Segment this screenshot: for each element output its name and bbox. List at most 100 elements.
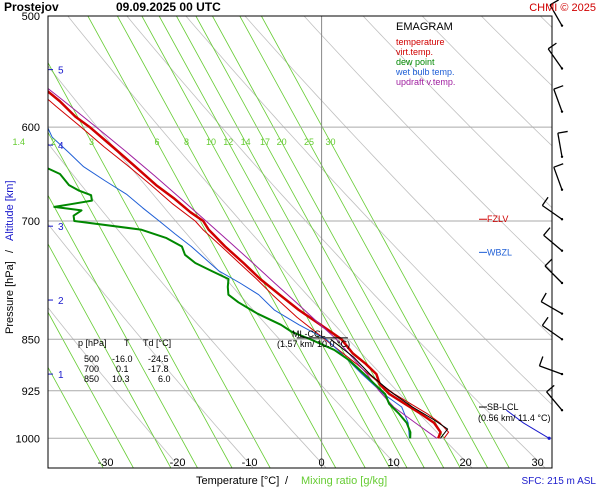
mixing-ratio-line (117, 16, 366, 468)
legend-updraft: updraft v.temp. (396, 77, 455, 87)
dry-adiabat-line (48, 223, 254, 468)
table-cell: -24.5 (148, 354, 169, 364)
table-header-p: p [hPa] (78, 338, 107, 348)
mixing-ratio-label: 17 (260, 137, 270, 147)
wind-barb-staff (553, 166, 563, 190)
profile-series (48, 87, 450, 439)
mixing-ratio-line (48, 243, 172, 468)
dry-adiabat-line (48, 307, 181, 468)
wind-barb-flag (538, 356, 544, 367)
series-virt-line (48, 98, 450, 439)
fzlv-label: FZLV (487, 214, 508, 224)
temperature-tick-label: 0 (319, 457, 325, 469)
plot-frame (47, 15, 553, 469)
wind-barb-flag (541, 316, 549, 326)
wind-barb-staff (544, 265, 563, 284)
table-cell: -17.8 (148, 364, 169, 374)
ml-ccl-label: ML-CCL (292, 329, 326, 339)
mixing-ratio-line (48, 131, 233, 468)
altitude-tick-label: 2 (58, 296, 64, 307)
axis-tick-labels: 0.40.611.4236810121417202530500600700850… (13, 11, 544, 469)
wind-barb-base (560, 24, 564, 27)
wind-barb-flag (540, 292, 547, 302)
mixing-ratio-line (158, 16, 408, 468)
wind-barb-flag (541, 196, 549, 206)
dry-adiabat-line (48, 142, 327, 468)
table-cell: 500 (84, 354, 99, 364)
table-cell: 6.0 (158, 374, 171, 384)
mixing-ratio-line (87, 16, 337, 468)
dry-adiabat-line (126, 16, 546, 468)
wind-barb-base (560, 338, 564, 341)
mixing-ratio-line (48, 366, 104, 468)
temperature-tick-label: -10 (242, 457, 258, 469)
series-temperature-line (48, 89, 442, 439)
table-cell: 10.3 (112, 374, 130, 384)
mixing-ratio-line (261, 16, 510, 468)
mixing-ratio-line (212, 16, 461, 468)
mixing-ratio-label: 20 (277, 137, 287, 147)
altitude-tick-label: 1 (58, 370, 64, 381)
station-name: Prostejov (4, 0, 59, 14)
legend-temperature: temperature (396, 37, 445, 47)
altitude-tick-label: 5 (58, 66, 64, 77)
wind-barb-base (560, 281, 564, 285)
mixing-ratio-line (141, 16, 391, 468)
pressure-tick-label: 500 (22, 11, 40, 23)
table-cell: 0.1 (116, 364, 129, 374)
dry-adiabat-line (362, 16, 552, 209)
wind-barb-flag (546, 384, 555, 393)
wind-barb-staff (547, 48, 563, 69)
wind-barb-base (560, 409, 564, 412)
wind-barb-flag (553, 163, 564, 168)
dry-adiabat-line (303, 16, 552, 272)
wind-barb-flag (544, 258, 553, 267)
mixing-ratio-label: 10 (206, 137, 216, 147)
mixing-ratio-label: 12 (223, 137, 233, 147)
series-dewpoint-line (48, 167, 412, 439)
sfc-label: SFC: 215 m ASL (522, 476, 597, 487)
mixing-ratio-line (195, 16, 445, 468)
wind-barb-staff (557, 133, 563, 157)
grid-lines (48, 16, 552, 468)
mixing-ratio-label: 30 (326, 137, 336, 147)
pressure-tick-label: 600 (22, 122, 40, 134)
mixing-ratio-label: 1.4 (13, 137, 26, 147)
wbzl-label: WBZL (487, 247, 512, 257)
mixing-ratio-label: 25 (304, 137, 314, 147)
temperature-tick-label: -20 (170, 457, 186, 469)
temperature-tick-label: 30 (531, 457, 543, 469)
wind-barb-staff (549, 4, 563, 26)
dry-adiabat-line (421, 16, 552, 147)
wind-barb-base (560, 110, 564, 113)
wind-barb-flag (543, 227, 551, 236)
wind-barb-base (560, 155, 564, 158)
x-axis-separator: / (285, 475, 289, 487)
dry-adiabat-line (244, 16, 552, 338)
mixing-ratio-label: 6 (155, 137, 160, 147)
sb-lcl-value: (0.56 km/ 11.4 °C) (478, 413, 550, 423)
dry-adiabat-line (185, 16, 552, 406)
mixing-ratio-line (48, 311, 134, 468)
dry-adiabat-line (48, 65, 400, 468)
legend: EMAGRAM temperature virt.temp. dew point… (395, 21, 455, 87)
mixing-ratio-label: 3 (89, 137, 94, 147)
ml-ccl-value: (1.57 km/ 10.0 °C) (277, 339, 350, 349)
legend-dew-point: dew point (396, 57, 435, 67)
x-axis-title: Temperature [°C] (196, 475, 279, 487)
annotations: ML-CCL(1.57 km/ 10.0 °C) SB-LCL(0.56 km/ … (277, 214, 551, 440)
legend-virt-temp: virt.temp. (396, 47, 433, 57)
wind-barb-base (560, 249, 564, 252)
wind-barb-staff (543, 234, 563, 252)
mixing-ratio-label: 14 (241, 137, 251, 147)
pressure-tick-label: 925 (22, 386, 40, 398)
mixing-ratio-line (48, 194, 198, 468)
dry-adiabats (48, 16, 552, 468)
table-header-t: T (124, 338, 130, 348)
sb-marker-line (506, 409, 550, 439)
mixing-ratio-line (239, 16, 489, 468)
wind-barb-base (560, 218, 564, 221)
series-ml_curve-line (330, 338, 449, 439)
wind-barb-staff (546, 391, 563, 411)
